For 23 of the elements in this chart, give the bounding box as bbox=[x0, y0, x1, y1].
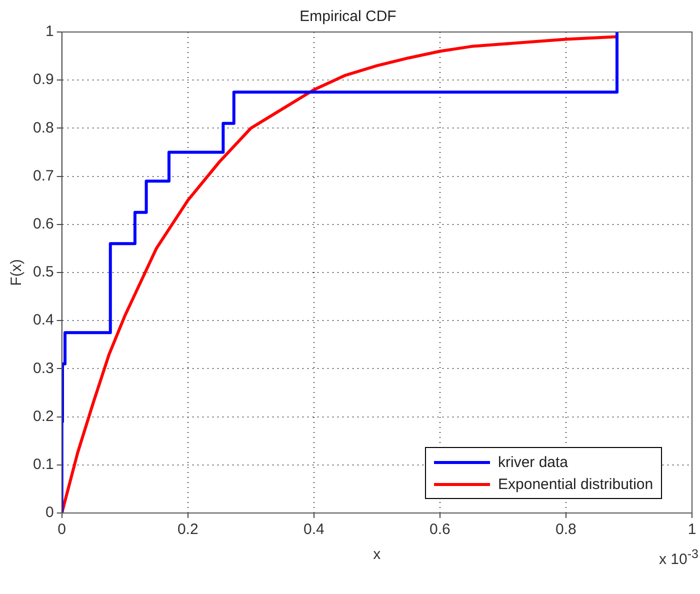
y-axis-title: F(x) bbox=[8, 259, 26, 286]
x-tick-label: 0.4 bbox=[303, 521, 324, 538]
x-tick-label: 0.8 bbox=[556, 521, 576, 538]
x-tick-label: 0 bbox=[58, 521, 66, 538]
x-tick-label: 0.2 bbox=[177, 521, 198, 538]
y-tick-label: 0.6 bbox=[32, 216, 54, 233]
y-tick-label: 0.5 bbox=[32, 264, 54, 281]
legend-label: kriver data bbox=[498, 454, 568, 470]
y-tick-label: 0.1 bbox=[32, 456, 54, 474]
y-tick-label: 0.2 bbox=[32, 408, 54, 425]
x-tick-label: 0.6 bbox=[430, 521, 450, 538]
x-tick-label: 1 bbox=[688, 521, 696, 538]
chart-title: Empirical CDF bbox=[300, 8, 396, 26]
legend-label: Exponential distribution bbox=[498, 476, 654, 492]
text: x 10$^{-3}$ bbox=[659, 547, 698, 568]
y-tick-label: 1 bbox=[46, 23, 54, 40]
y-tick-label: 0 bbox=[46, 504, 54, 522]
y-tick-label: 0.7 bbox=[32, 167, 54, 184]
y-tick-label: 0.3 bbox=[32, 360, 54, 377]
x-axis-title: x bbox=[373, 546, 382, 564]
y-tick-label: 0.4 bbox=[32, 312, 54, 329]
y-tick-label: 0.8 bbox=[32, 119, 54, 136]
y-tick-label: 0.9 bbox=[32, 71, 54, 88]
